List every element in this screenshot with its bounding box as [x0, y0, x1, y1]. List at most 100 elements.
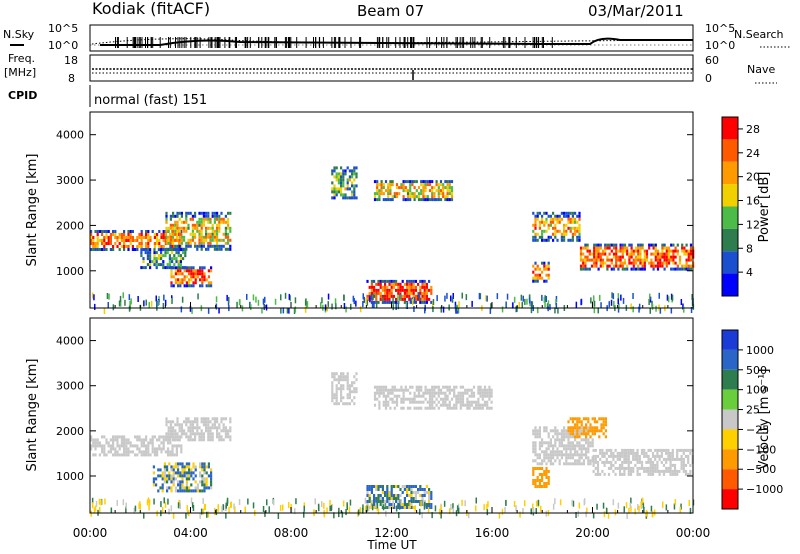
power-cell: [209, 235, 212, 239]
velocity-cell: [174, 471, 177, 475]
velocity-cell: [123, 447, 126, 451]
power-cell: [599, 261, 602, 265]
power-cell: [409, 195, 412, 199]
velocity-cell: [166, 468, 169, 472]
power-cell: [417, 195, 421, 199]
power-cell: [202, 217, 205, 221]
power-cell: [90, 239, 93, 242]
velocity-speckle: [400, 499, 402, 505]
power-speckle: [575, 301, 578, 308]
velocity-cell: [340, 387, 343, 391]
velocity-cell: [545, 476, 548, 479]
velocity-cell: [155, 477, 158, 481]
power-cell: [560, 211, 563, 215]
velocity-cell: [205, 417, 208, 421]
power-cell: [220, 211, 223, 215]
velocity-cell: [375, 500, 378, 503]
velocity-cell: [682, 466, 685, 470]
velocity-cell: [671, 448, 674, 452]
power-cell: [191, 214, 194, 218]
velocity-cell: [481, 403, 484, 407]
power-cell: [641, 264, 644, 268]
velocity-cell: [169, 450, 172, 454]
velocity-cell: [538, 485, 541, 488]
power-cell: [387, 189, 390, 193]
power-cell: [384, 279, 387, 283]
power-cell: [94, 242, 97, 245]
velocity-cell: [185, 480, 188, 484]
velocity-cell: [556, 435, 559, 439]
velocity-cell: [198, 438, 201, 442]
power-cell: [563, 214, 566, 218]
power-speckle: [489, 307, 492, 314]
velocity-cell: [138, 438, 141, 442]
velocity-cell: [397, 497, 400, 500]
power-cell: [346, 196, 349, 200]
velocity-cell: [636, 448, 639, 452]
velocity-cell: [109, 447, 112, 451]
velocity-cell: [565, 447, 568, 451]
velocity-cell: [346, 375, 349, 379]
power-cell: [211, 226, 214, 230]
velocity-cell: [120, 438, 123, 442]
power-cell: [118, 242, 121, 245]
velocity-cell: [174, 423, 177, 427]
velocity-speckle: [554, 498, 556, 505]
velocity-cell: [420, 385, 423, 389]
velocity-cell: [676, 451, 679, 455]
power-cell: [144, 266, 147, 270]
velocity-cell: [227, 429, 230, 433]
velocity-cell: [649, 472, 652, 476]
power-cell: [547, 235, 550, 239]
velocity-cell: [373, 391, 377, 395]
velocity-cell: [200, 417, 203, 421]
power-cell: [200, 220, 203, 224]
velocity-speckle: [515, 505, 517, 512]
power-cell: [140, 236, 143, 239]
velocity-cell: [627, 451, 630, 455]
power-speckle: [304, 306, 307, 313]
power-cell: [422, 198, 425, 202]
power-cell: [227, 232, 230, 236]
velocity-cell: [351, 399, 354, 403]
velocity-cell: [589, 441, 592, 445]
power-cell: [410, 279, 413, 283]
velocity-cell: [174, 489, 177, 493]
velocity-cell: [413, 397, 416, 401]
velocity-cell: [348, 402, 351, 406]
power-cell: [183, 284, 186, 288]
velocity-speckle: [630, 497, 632, 504]
power-colorbar-swatch: [722, 184, 738, 207]
velocity-cell: [147, 447, 150, 451]
power-cell: [177, 254, 180, 258]
velocity-cell: [174, 438, 177, 442]
velocity-speckle: [662, 501, 664, 508]
power-cell: [380, 180, 383, 184]
power-cell: [431, 189, 434, 193]
power-speckle: [544, 295, 546, 302]
velocity-cell: [678, 448, 681, 452]
power-cell: [617, 264, 620, 268]
velocity-cell: [680, 457, 683, 461]
velocity-speckle: [383, 501, 386, 508]
velocity-cell: [138, 450, 141, 454]
velocity-cell: [337, 378, 340, 382]
velocity-cell: [538, 432, 541, 436]
power-speckle: [128, 305, 131, 312]
velocity-cell: [387, 388, 390, 392]
power-speckle: [649, 293, 651, 300]
velocity-cell: [563, 462, 566, 466]
velocity-cell: [468, 406, 471, 410]
velocity-cell: [592, 457, 595, 461]
velocity-cell: [669, 472, 672, 476]
power-speckle: [512, 302, 514, 309]
power-cell: [424, 198, 427, 202]
power-cell: [665, 264, 668, 268]
velocity-cell: [397, 500, 400, 503]
velocity-cell: [547, 444, 550, 448]
velocity-cell: [545, 450, 548, 454]
velocity-cell: [580, 420, 583, 424]
velocity-cell: [571, 426, 574, 430]
power-cell: [426, 180, 429, 184]
